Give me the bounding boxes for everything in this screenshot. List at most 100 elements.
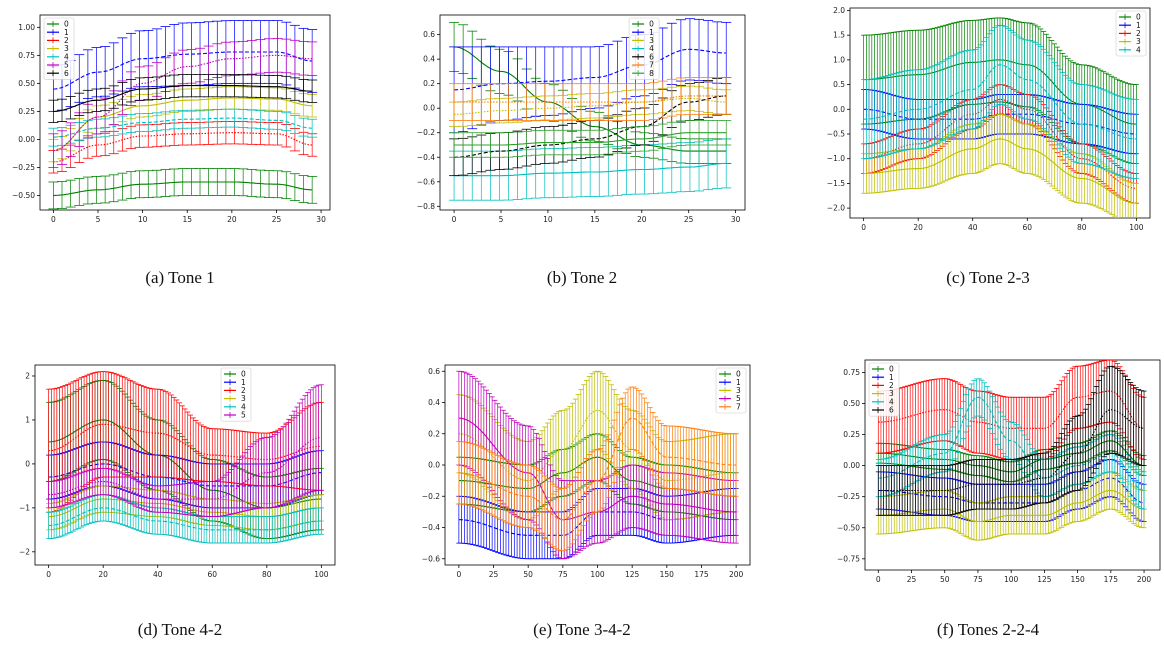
legend-label: 0 [649, 20, 654, 29]
y-tick-label: −0.4 [422, 523, 440, 532]
y-tick-label: −0.4 [417, 153, 435, 162]
x-tick-label: 10 [543, 215, 553, 224]
y-tick-label: 0.0 [428, 461, 440, 470]
y-tick-label: −0.25 [12, 163, 35, 172]
x-tick-label: 60 [207, 570, 217, 579]
legend-label: 7 [649, 61, 654, 70]
y-tick-label: 0 [25, 459, 30, 468]
x-tick-label: 80 [262, 570, 272, 579]
mean-line [454, 95, 727, 103]
mean-line [863, 64, 1137, 140]
legend-label: 5 [64, 61, 69, 70]
legend-label: 4 [64, 52, 69, 61]
x-tick-label: 0 [861, 223, 866, 232]
x-tick-label: 100 [1129, 223, 1144, 232]
x-tick-label: 40 [153, 570, 163, 579]
mean-line [863, 138, 1137, 204]
x-tick-label: 25 [489, 570, 499, 579]
x-tick-label: 5 [499, 215, 504, 224]
legend-label: 3 [649, 36, 654, 45]
legend-label: 3 [241, 394, 246, 403]
y-tick-label: 0.0 [423, 104, 435, 113]
legend-label: 1 [1136, 21, 1141, 30]
panel-a: 0 5 10 15 20 25 30 −0.50 −0.25 0.00 0.25 0.50 0.75 1.… [10, 5, 340, 230]
x-tick-label: 20 [637, 215, 647, 224]
mean-line [48, 436, 322, 500]
x-tick-label: 75 [558, 570, 568, 579]
y-tick-label: 0.6 [428, 367, 440, 376]
y-tick-label: 0.75 [18, 51, 35, 60]
series-0 [48, 168, 318, 210]
x-tick-label: 30 [316, 215, 326, 224]
mean-line [53, 54, 313, 152]
legend-label: 6 [64, 69, 69, 78]
y-tick-label: 0.2 [423, 79, 435, 88]
x-tick-label: 20 [227, 215, 237, 224]
series-4 [861, 24, 1139, 179]
y-tick-label: 0.4 [428, 398, 440, 407]
mean-line [48, 423, 322, 461]
x-tick-label: 20 [98, 570, 108, 579]
series-6 [48, 73, 318, 123]
legend-label: 2 [241, 386, 246, 395]
mean-line [454, 132, 727, 146]
legend-label: 3 [1136, 37, 1141, 46]
x-tick-label: 30 [731, 215, 741, 224]
caption-c: (c) Tone 2-3 [946, 268, 1030, 287]
x-tick-label: 20 [913, 223, 923, 232]
y-tick-label: 1.5 [833, 31, 845, 40]
x-tick-label: 10 [138, 215, 148, 224]
y-tick-label: −1.5 [827, 179, 845, 188]
mean-line [53, 85, 313, 112]
legend-label: 1 [64, 28, 69, 37]
legend-label: 0 [241, 370, 246, 379]
mean-line [53, 181, 313, 196]
legend-label: 1 [649, 28, 654, 37]
caption-d: (d) Tone 4-2 [137, 620, 223, 639]
legend-label: 0 [64, 20, 69, 29]
legend-label: 6 [649, 52, 654, 61]
mean-line [48, 463, 322, 487]
y-tick-label: 1 [25, 415, 30, 424]
x-tick-label: 60 [1022, 223, 1032, 232]
legend-label: 4 [649, 44, 654, 53]
y-tick-label: 1.0 [833, 55, 845, 64]
x-tick-label: 80 [1077, 223, 1087, 232]
x-tick-label: 25 [272, 215, 282, 224]
y-tick-label: −1 [19, 503, 30, 512]
plot-area [449, 18, 732, 201]
legend-label: 2 [64, 36, 69, 45]
y-tick-label: 0.00 [18, 135, 35, 144]
legend-label: 1 [241, 378, 246, 387]
x-tick-label: 25 [684, 215, 694, 224]
axes-frame [439, 14, 746, 211]
y-tick-label: −1.0 [827, 154, 845, 163]
mean-line [48, 507, 322, 531]
x-tick-label: 50 [523, 570, 533, 579]
plot-area [861, 17, 1139, 218]
legend-label: 5 [241, 411, 246, 420]
x-tick-label: 200 [729, 570, 744, 579]
plot-area [456, 370, 739, 560]
x-tick-label: 150 [660, 570, 675, 579]
x-tick-label: 5 [96, 215, 101, 224]
panel-e: 0 25 50 75 100 125 150 175 200 −0.6 −0.4 −0.2 0.0 0.2… [415, 355, 755, 590]
x-tick-label: 100 [314, 570, 329, 579]
legend-label: 3 [64, 44, 69, 53]
chart-tone-2-3: 0 20 40 60 80 100−2.0−1.5−1.0−0.50.00.51.01.5… [827, 6, 1151, 232]
x-tick-label: 15 [590, 215, 600, 224]
y-tick-label: −0.8 [417, 202, 435, 211]
y-tick-label: −2.0 [827, 204, 845, 213]
caption-b: (b) Tone 2 [546, 268, 618, 287]
caption-a: (a) Tone 1 [145, 268, 215, 287]
y-tick-label: 0.4 [423, 55, 435, 64]
x-tick-label: 40 [968, 223, 978, 232]
y-tick-label: −0.6 [417, 177, 435, 186]
y-tick-label: 0.6 [423, 30, 435, 39]
y-tick-label: 0.25 [18, 107, 35, 116]
